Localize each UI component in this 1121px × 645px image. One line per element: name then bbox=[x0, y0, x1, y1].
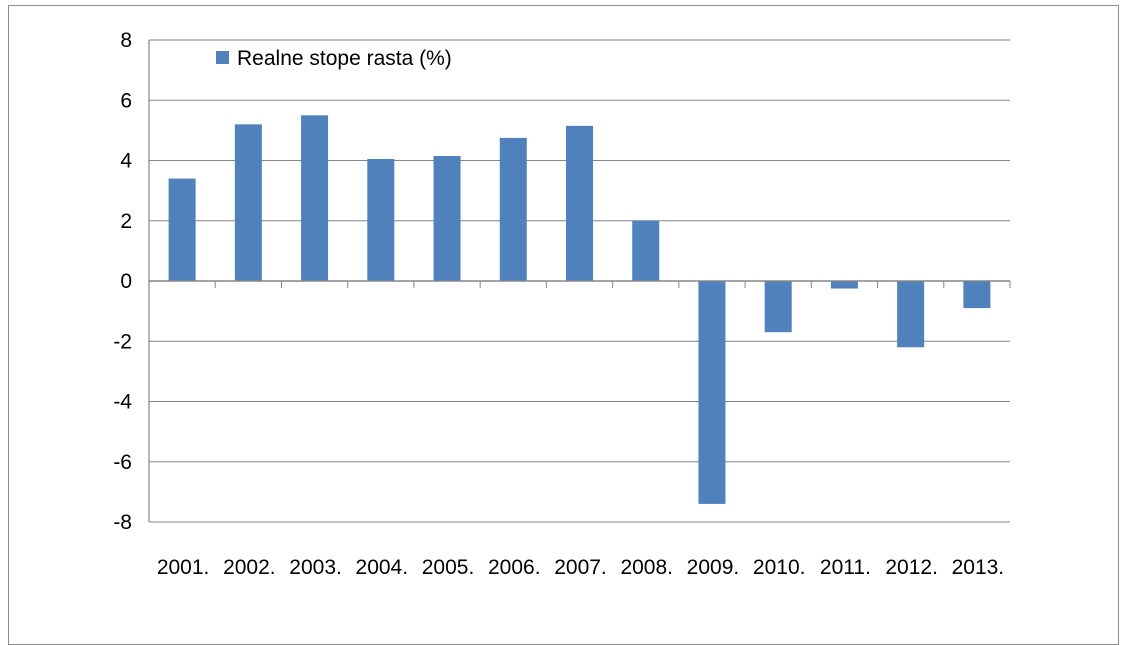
bars bbox=[168, 115, 991, 504]
legend: Realne stope rasta (%) bbox=[216, 47, 452, 70]
y-tick-label: 6 bbox=[120, 89, 132, 112]
bar bbox=[301, 115, 329, 281]
bar bbox=[433, 155, 461, 281]
x-tick-label: 2013. bbox=[952, 556, 1005, 579]
x-tick-label: 2002. bbox=[223, 556, 276, 579]
legend-swatch bbox=[216, 51, 229, 64]
x-tick-label: 2009. bbox=[687, 556, 740, 579]
axes bbox=[148, 40, 1011, 522]
x-tick-label: 2006. bbox=[488, 556, 541, 579]
x-tick-label: 2004. bbox=[356, 556, 409, 579]
bar bbox=[698, 281, 726, 504]
bar bbox=[499, 137, 527, 281]
bar bbox=[963, 281, 991, 309]
bar bbox=[632, 220, 660, 281]
bar bbox=[764, 281, 792, 333]
x-tick-labels: 2001. 2002. 2003. 2004. 2005. 2006. 2007. 2008.… bbox=[157, 556, 1004, 579]
bar bbox=[367, 158, 395, 281]
y-tick-label: -6 bbox=[113, 451, 132, 474]
x-tick-label: 2010. bbox=[753, 556, 806, 579]
x-tick-label: 2007. bbox=[554, 556, 607, 579]
y-tick-label: -2 bbox=[113, 330, 132, 353]
x-tick-label: 2001. bbox=[157, 556, 210, 579]
x-tick-label: 2008. bbox=[620, 556, 673, 579]
y-tick-label: 8 bbox=[120, 29, 132, 52]
x-tick-label: 2011. bbox=[820, 556, 871, 579]
x-tick-label: 2003. bbox=[289, 556, 342, 579]
y-tick-label: 4 bbox=[120, 150, 132, 173]
bar bbox=[897, 281, 925, 348]
y-tick-label: 0 bbox=[120, 270, 132, 293]
x-tick-label: 2005. bbox=[422, 556, 475, 579]
legend-label: Realne stope rasta (%) bbox=[237, 47, 452, 70]
bar bbox=[168, 178, 196, 281]
y-tick-label: 2 bbox=[120, 210, 132, 233]
x-tick-label: 2012. bbox=[885, 556, 938, 579]
y-tick-labels: 8 6 4 2 0 -2 -4 -6 -8 bbox=[113, 29, 132, 534]
bar bbox=[830, 281, 858, 289]
gridlines bbox=[149, 39, 1010, 523]
bar bbox=[234, 124, 262, 281]
y-tick-label: -4 bbox=[113, 391, 132, 414]
bar bbox=[566, 125, 593, 281]
chart-frame bbox=[8, 5, 1119, 645]
y-tick-label: -8 bbox=[113, 511, 132, 534]
